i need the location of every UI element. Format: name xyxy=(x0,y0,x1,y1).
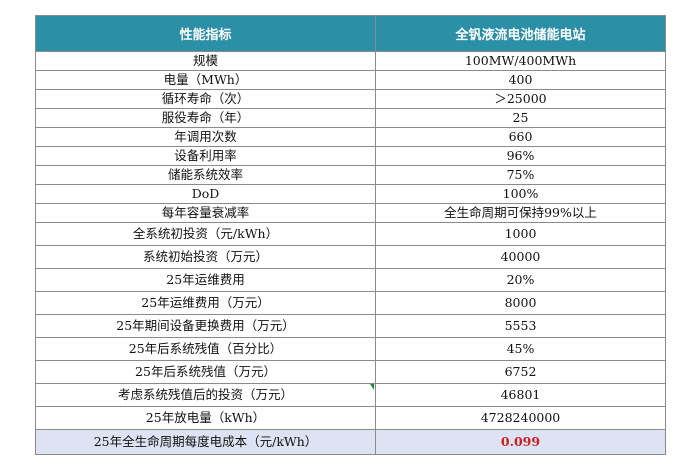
row-label: 循环寿命（次） xyxy=(35,89,376,109)
table-row: 全系统初投资（元/kWh） 1000 xyxy=(35,222,666,246)
row-label: 25年运维费用（万元） xyxy=(35,291,376,315)
row-value: 6752 xyxy=(375,360,666,384)
table-row: 系统初始投资（万元） 40000 xyxy=(35,245,666,269)
table-row: 考虑系统残值后的投资（万元） 46801 xyxy=(35,383,666,407)
header-metric: 性能指标 xyxy=(35,15,376,52)
table-container: 性能指标 全钒液流电池储能电站 规模 100MW/400MWh 电量（MWh） … xyxy=(35,15,666,455)
row-label: 设备利用率 xyxy=(35,146,376,166)
row-value: 8000 xyxy=(375,291,666,315)
row-value: 1000 xyxy=(375,222,666,246)
row-value: 20% xyxy=(375,268,666,292)
row-label: 服役寿命（年） xyxy=(35,108,376,128)
table-row: 储能系统效率 75% xyxy=(35,165,666,185)
row-label: 系统初始投资（万元） xyxy=(35,245,376,269)
table-row: 25年后系统残值（百分比） 45% xyxy=(35,337,666,361)
row-label: 每年容量衰减率 xyxy=(35,203,376,223)
row-label: 储能系统效率 xyxy=(35,165,376,185)
table-row: 25年后系统残值（万元） 6752 xyxy=(35,360,666,384)
row-label: 25年期间设备更换费用（万元） xyxy=(35,314,376,338)
row-value: 45% xyxy=(375,337,666,361)
table-row: 每年容量衰减率 全生命周期可保持99%以上 xyxy=(35,203,666,223)
row-value: 4728240000 xyxy=(375,406,666,430)
row-label: DoD xyxy=(35,184,376,204)
row-label: 电量（MWh） xyxy=(35,70,376,90)
row-value: 40000 xyxy=(375,245,666,269)
row-value: ＞25000 xyxy=(375,89,666,109)
table-row: 年调用次数 660 xyxy=(35,127,666,147)
table-row: DoD 100% xyxy=(35,184,666,204)
row-value: 全生命周期可保持99%以上 xyxy=(375,203,666,223)
table-row-total: 25年全生命周期每度电成本（元/kWh） 0.099 xyxy=(35,429,666,455)
performance-table: 性能指标 全钒液流电池储能电站 规模 100MW/400MWh 电量（MWh） … xyxy=(35,15,666,455)
header-station: 全钒液流电池储能电站 xyxy=(375,15,666,52)
row-label: 25年全生命周期每度电成本（元/kWh） xyxy=(35,429,376,455)
table-row: 电量（MWh） 400 xyxy=(35,70,666,90)
cell-comment-marker xyxy=(370,384,374,390)
row-value: 100MW/400MWh xyxy=(375,51,666,71)
table-row: 25年运维费用 20% xyxy=(35,268,666,292)
row-value: 75% xyxy=(375,165,666,185)
table-row: 循环寿命（次） ＞25000 xyxy=(35,89,666,109)
row-value: 46801 xyxy=(375,383,666,407)
header-row: 性能指标 全钒液流电池储能电站 xyxy=(35,15,666,52)
row-label: 全系统初投资（元/kWh） xyxy=(35,222,376,246)
table-row: 25年运维费用（万元） 8000 xyxy=(35,291,666,315)
row-value: 25 xyxy=(375,108,666,128)
row-value-highlight: 0.099 xyxy=(375,429,666,455)
row-label: 年调用次数 xyxy=(35,127,376,147)
row-label: 规模 xyxy=(35,51,376,71)
row-label: 考虑系统残值后的投资（万元） xyxy=(35,383,376,407)
table-row: 服役寿命（年） 25 xyxy=(35,108,666,128)
table-row: 25年放电量（kWh） 4728240000 xyxy=(35,406,666,430)
row-value: 100% xyxy=(375,184,666,204)
table-row: 设备利用率 96% xyxy=(35,146,666,166)
row-value: 5553 xyxy=(375,314,666,338)
row-value: 96% xyxy=(375,146,666,166)
row-value: 660 xyxy=(375,127,666,147)
row-label: 25年运维费用 xyxy=(35,268,376,292)
table-row: 25年期间设备更换费用（万元） 5553 xyxy=(35,314,666,338)
row-label: 25年后系统残值（万元） xyxy=(35,360,376,384)
row-label: 25年放电量（kWh） xyxy=(35,406,376,430)
table-row: 规模 100MW/400MWh xyxy=(35,51,666,71)
row-value: 400 xyxy=(375,70,666,90)
row-label: 25年后系统残值（百分比） xyxy=(35,337,376,361)
